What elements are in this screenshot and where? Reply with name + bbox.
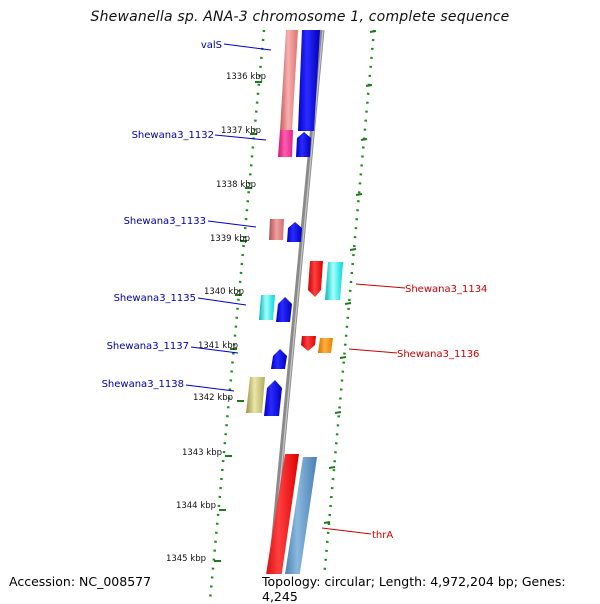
label-leaders [185, 43, 406, 535]
scale-label: 1341 kbp [198, 341, 238, 351]
topology-summary: Topology: circular; Length: 4,972,204 bp… [262, 574, 600, 604]
gene-labels: valS Shewana3_1132 Shewana3_1133 Shewana… [102, 40, 488, 541]
gene-label-valS[interactable]: valS [201, 40, 222, 51]
gene-Shewana3_1135[interactable] [259, 295, 292, 322]
gene-arrow [287, 222, 302, 242]
scale-label: 1336 kbp [226, 72, 266, 82]
gene-Shewana3_1132[interactable] [278, 130, 311, 157]
gene-arrow [296, 132, 311, 157]
scale-label: 1338 kbp [216, 180, 256, 190]
tick-mark [344, 302, 352, 305]
gene-valS-cog-bar [280, 30, 298, 131]
scale-label: 1337 kbp [221, 126, 261, 136]
gene-valS[interactable] [280, 30, 320, 131]
gene-Shewana3_1134[interactable] [308, 261, 343, 300]
leader-line [185, 384, 235, 392]
gene-arrow [301, 336, 316, 351]
tick-mark [323, 521, 331, 524]
gene-label-Shewana3_1138[interactable]: Shewana3_1138 [102, 379, 184, 390]
gene-Shewana3_1138[interactable] [246, 377, 282, 416]
gene-label-thrA[interactable]: thrA [372, 530, 393, 541]
tick-mark [339, 356, 347, 359]
scale-label: 1340 kbp [204, 287, 244, 297]
scale-label: 1345 kbp [166, 554, 206, 564]
gene-Shewana3_1133[interactable] [269, 219, 302, 242]
leader-line [355, 283, 406, 289]
gene-cog-bar [278, 130, 293, 157]
scale-label: 1339 kbp [210, 234, 250, 244]
gene-arrow [276, 297, 292, 322]
leader-line [223, 43, 272, 51]
leader-line [190, 346, 239, 354]
gene-cog-bar [325, 262, 343, 300]
gene-label-Shewana3_1137[interactable]: Shewana3_1137 [107, 341, 189, 352]
tick-mark [355, 193, 363, 196]
leader-line [214, 134, 267, 141]
tick-mark [360, 138, 368, 141]
gene-cog-bar [269, 219, 284, 240]
gene-Shewana3_1137[interactable] [271, 349, 287, 369]
gene-arrow [271, 349, 287, 369]
leader-line [348, 348, 398, 354]
ring-dotted-line-right [320, 29, 376, 600]
gene-arrow [264, 380, 282, 416]
scale-label: 1344 kbp [176, 501, 216, 511]
scale-labels: 1336 kbp 1337 kbp 1338 kbp 1339 kbp 1340… [166, 72, 266, 564]
gene-thrA[interactable] [262, 454, 317, 600]
gene-cog-bar [281, 457, 317, 600]
tick-mark [365, 84, 373, 87]
gene-label-Shewana3_1136[interactable]: Shewana3_1136 [397, 349, 479, 360]
gene-strand-bar [262, 454, 299, 600]
accession-label: Accession: NC_008577 [9, 574, 152, 589]
gene-Shewana3_1136[interactable] [301, 336, 333, 353]
scale-label: 1342 kbp [193, 393, 233, 403]
gene-label-Shewana3_1132[interactable]: Shewana3_1132 [132, 130, 214, 141]
tick-mark [349, 248, 357, 251]
gene-label-Shewana3_1135[interactable]: Shewana3_1135 [114, 293, 196, 304]
leader-line [197, 297, 247, 306]
gene-cog-bar [318, 338, 333, 353]
tick-mark [369, 30, 377, 33]
tick-mark [334, 411, 342, 414]
gene-cog-bar [246, 377, 265, 413]
map-title: Shewanella sp. ANA-3 chromosome 1, compl… [90, 9, 510, 25]
ring-dotted-line-left [208, 29, 266, 600]
gene-cog-bar [259, 295, 275, 320]
gene-valS-strand-bar [298, 30, 320, 131]
tick-mark [328, 466, 336, 469]
scale-label: 1343 kbp [182, 448, 222, 458]
leader-line [321, 527, 372, 535]
leader-line [207, 220, 257, 228]
gene-label-Shewana3_1134[interactable]: Shewana3_1134 [405, 284, 487, 295]
gene-label-Shewana3_1133[interactable]: Shewana3_1133 [124, 216, 206, 227]
gene-arrow [308, 261, 323, 297]
